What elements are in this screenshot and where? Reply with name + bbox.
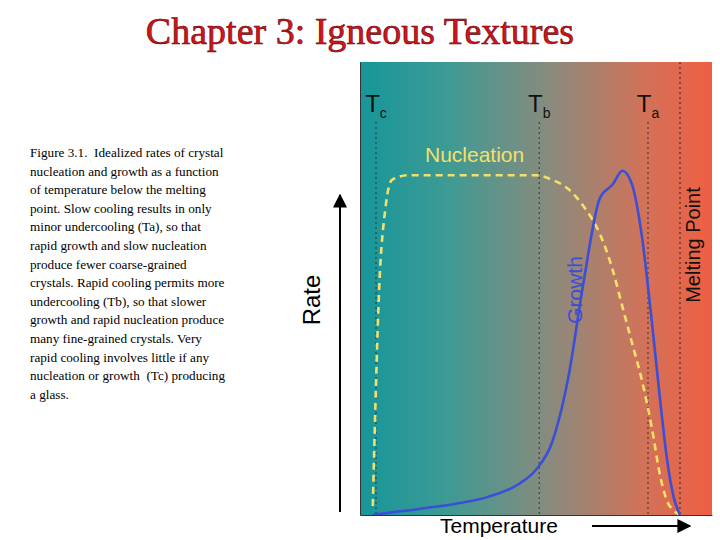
series-label: Growth <box>563 256 586 324</box>
caption-line: Figure 3.1. Idealized rates of crystal <box>30 145 224 160</box>
series-line <box>373 171 680 515</box>
melting-point-line <box>680 62 681 515</box>
caption-line: of temperature below the melting <box>30 182 206 197</box>
caption: Figure 3.1. Idealized rates of crystal nu… <box>30 145 225 402</box>
y-axis <box>360 63 361 516</box>
rate-arrow <box>339 195 341 512</box>
marker-line <box>376 122 377 515</box>
series-line <box>373 175 680 515</box>
caption-line: rapid cooling involves little if any <box>30 350 209 365</box>
marker-label: Tc <box>365 90 387 121</box>
caption-line: nucleation and growth as a function <box>30 164 219 179</box>
marker-label: Ta <box>637 90 660 121</box>
series-label: Nucleation <box>425 143 524 166</box>
caption-line: point. Slow cooling results in only <box>30 201 212 216</box>
caption-line: undercooling (Tb), so that slower <box>30 294 207 309</box>
melting-point-label: Melting Point <box>682 187 704 303</box>
caption-line: rapid growth and slow nucleation <box>30 238 207 253</box>
title: Chapter 3: Igneous Textures <box>146 10 574 52</box>
caption-line: nucleation or growth (Tc) producing <box>30 368 225 383</box>
x-axis-title: Temperature <box>440 514 558 537</box>
series-lines <box>373 171 680 515</box>
temperature-arrow <box>592 525 690 527</box>
marker-line <box>648 122 649 515</box>
temperature-markers: Tc Tb Ta <box>365 90 659 515</box>
caption-line: crystals. Rapid cooling permits more <box>30 275 225 290</box>
plot-background <box>360 62 712 515</box>
caption-line: a glass. <box>30 387 69 402</box>
axis-line <box>360 63 361 516</box>
y-axis-title: Rate <box>298 275 325 326</box>
marker-label: Tb <box>528 90 551 121</box>
caption-line: produce fewer coarse-grained <box>30 257 187 272</box>
caption-line: minor undercooling (Ta), so that <box>30 219 201 234</box>
marker-line <box>539 122 540 515</box>
caption-line: many fine-grained crystals. Very <box>30 331 202 346</box>
caption-line: growth and rapid nucleation produce <box>30 312 224 327</box>
slide: Chapter 3: Igneous Textures Figure 3.1. I… <box>0 0 720 540</box>
